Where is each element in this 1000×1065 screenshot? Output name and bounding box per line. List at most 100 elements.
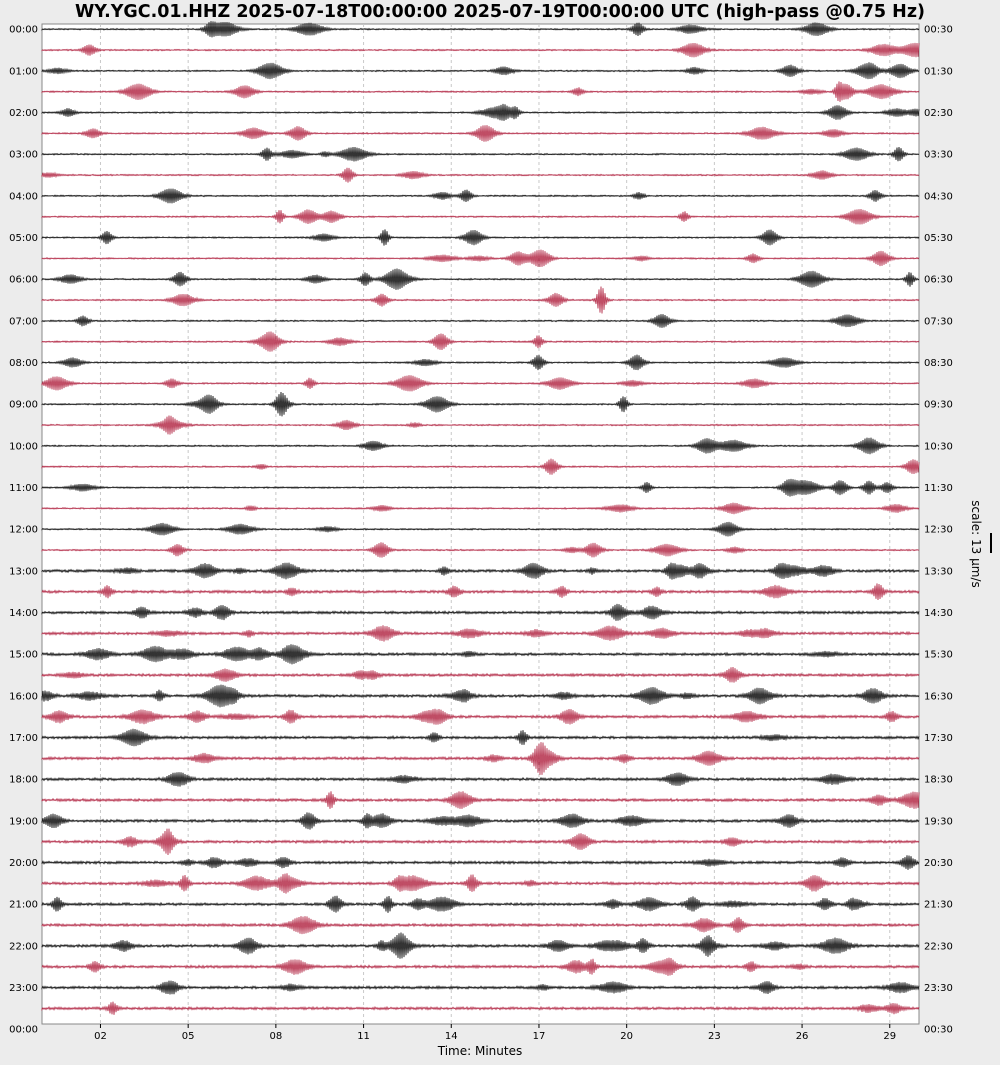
- left-label-24: 00:00: [9, 1025, 38, 1036]
- right-label-19: 19:30: [924, 816, 953, 827]
- right-label-1: 01:30: [924, 66, 953, 77]
- trace-row-21: [41, 458, 920, 475]
- trace-row-44: [41, 932, 920, 959]
- left-label-18: 18:00: [9, 775, 38, 786]
- trace-row-17: [41, 375, 920, 392]
- trace-row-36: [41, 772, 920, 787]
- right-label-21: 21:30: [924, 900, 953, 911]
- left-label-16: 16:00: [9, 691, 38, 702]
- trace-row-24: [41, 521, 920, 537]
- right-label-9: 09:30: [924, 400, 953, 411]
- right-hour-labels: 00:30 01:30 02:30 03:30 04:30 05:30 06:30 07:30…: [924, 25, 953, 1036]
- right-label-18: 18:30: [924, 775, 953, 786]
- right-label-22: 22:30: [924, 941, 953, 952]
- right-label-3: 03:30: [924, 150, 953, 161]
- left-label-7: 07:00: [9, 316, 38, 327]
- x-tick-label-26: 26: [796, 1031, 809, 1042]
- left-label-12: 12:00: [9, 525, 38, 536]
- trace-row-5: [41, 125, 920, 142]
- right-label-2: 02:30: [924, 108, 953, 119]
- trace-row-22: [41, 478, 920, 497]
- trace-row-8: [41, 188, 920, 204]
- trace-layer: [41, 21, 920, 1015]
- left-label-13: 13:00: [9, 566, 38, 577]
- right-label-5: 05:30: [924, 233, 953, 244]
- trace-row-46: [41, 980, 920, 995]
- right-label-11: 11:30: [924, 483, 953, 494]
- right-label-6: 06:30: [924, 275, 953, 286]
- x-tick-label-20: 20: [620, 1031, 633, 1042]
- left-label-21: 21:00: [9, 900, 38, 911]
- trace-row-1: [41, 42, 920, 58]
- left-hour-labels: 00:00 01:00 02:00 03:00 04:00 05:00 06:00 07:00…: [9, 25, 38, 1036]
- trace-row-19: [41, 415, 920, 435]
- left-label-15: 15:00: [9, 650, 38, 661]
- trace-row-37: [41, 791, 920, 809]
- trace-row-13: [41, 286, 920, 314]
- trace-row-40: [41, 855, 920, 870]
- x-tick-label-05: 05: [182, 1031, 195, 1042]
- right-label-10: 10:30: [924, 441, 953, 452]
- trace-row-26: [41, 562, 920, 580]
- trace-row-47: [41, 1001, 920, 1015]
- right-label-24: 00:30: [924, 1025, 953, 1036]
- right-label-8: 08:30: [924, 358, 953, 369]
- left-label-0: 00:00: [9, 25, 38, 36]
- x-axis-title: Time: Minutes: [437, 1044, 522, 1058]
- left-label-22: 22:00: [9, 941, 38, 952]
- trace-row-25: [41, 542, 920, 558]
- right-label-12: 12:30: [924, 525, 953, 536]
- chart-title: WY.YGC.01.HHZ 2025-07-18T00:00:00 2025-0…: [74, 2, 926, 22]
- right-label-13: 13:30: [924, 566, 953, 577]
- trace-row-30: [41, 644, 920, 665]
- left-label-6: 06:00: [9, 275, 38, 286]
- left-label-14: 14:00: [9, 608, 38, 619]
- right-label-16: 16:30: [924, 691, 953, 702]
- trace-row-41: [41, 873, 920, 894]
- right-label-15: 15:30: [924, 650, 953, 661]
- trace-row-38: [41, 812, 920, 830]
- trace-row-35: [41, 742, 920, 775]
- right-label-23: 23:30: [924, 983, 953, 994]
- left-label-17: 17:00: [9, 733, 38, 744]
- trace-row-39: [41, 828, 920, 856]
- trace-row-31: [41, 666, 920, 683]
- trace-row-45: [41, 957, 920, 976]
- left-label-11: 11:00: [9, 483, 38, 494]
- x-tick-label-29: 29: [883, 1031, 896, 1042]
- x-axis-ticks: 02 05 08 11 14 17 20 23 26 29: [94, 1024, 896, 1042]
- trace-row-3: [41, 81, 920, 102]
- left-label-3: 03:00: [9, 150, 38, 161]
- left-label-9: 09:00: [9, 400, 38, 411]
- trace-row-10: [41, 229, 920, 246]
- trace-row-42: [41, 895, 920, 913]
- trace-row-28: [41, 603, 920, 621]
- trace-row-11: [41, 249, 920, 268]
- left-label-20: 20:00: [9, 858, 38, 869]
- right-label-14: 14:30: [924, 608, 953, 619]
- plot-area: [41, 23, 920, 1025]
- trace-row-4: [41, 103, 920, 121]
- left-label-2: 02:00: [9, 108, 38, 119]
- trace-row-34: [41, 728, 920, 747]
- left-label-19: 19:00: [9, 816, 38, 827]
- right-label-7: 07:30: [924, 316, 953, 327]
- trace-row-9: [41, 208, 920, 225]
- right-label-17: 17:30: [924, 733, 953, 744]
- trace-row-32: [41, 684, 920, 708]
- left-label-10: 10:00: [9, 441, 38, 452]
- trace-row-6: [41, 146, 920, 162]
- trace-row-0: [41, 21, 920, 38]
- trace-row-23: [41, 502, 920, 515]
- left-label-1: 01:00: [9, 66, 38, 77]
- left-label-8: 08:00: [9, 358, 38, 369]
- right-label-0: 00:30: [924, 25, 953, 36]
- trace-row-16: [41, 354, 920, 371]
- x-tick-label-14: 14: [445, 1031, 458, 1042]
- left-label-4: 04:00: [9, 191, 38, 202]
- trace-row-18: [41, 391, 920, 417]
- grid-layer: [99, 24, 891, 1024]
- x-tick-label-02: 02: [94, 1031, 107, 1042]
- trace-row-7: [41, 167, 920, 183]
